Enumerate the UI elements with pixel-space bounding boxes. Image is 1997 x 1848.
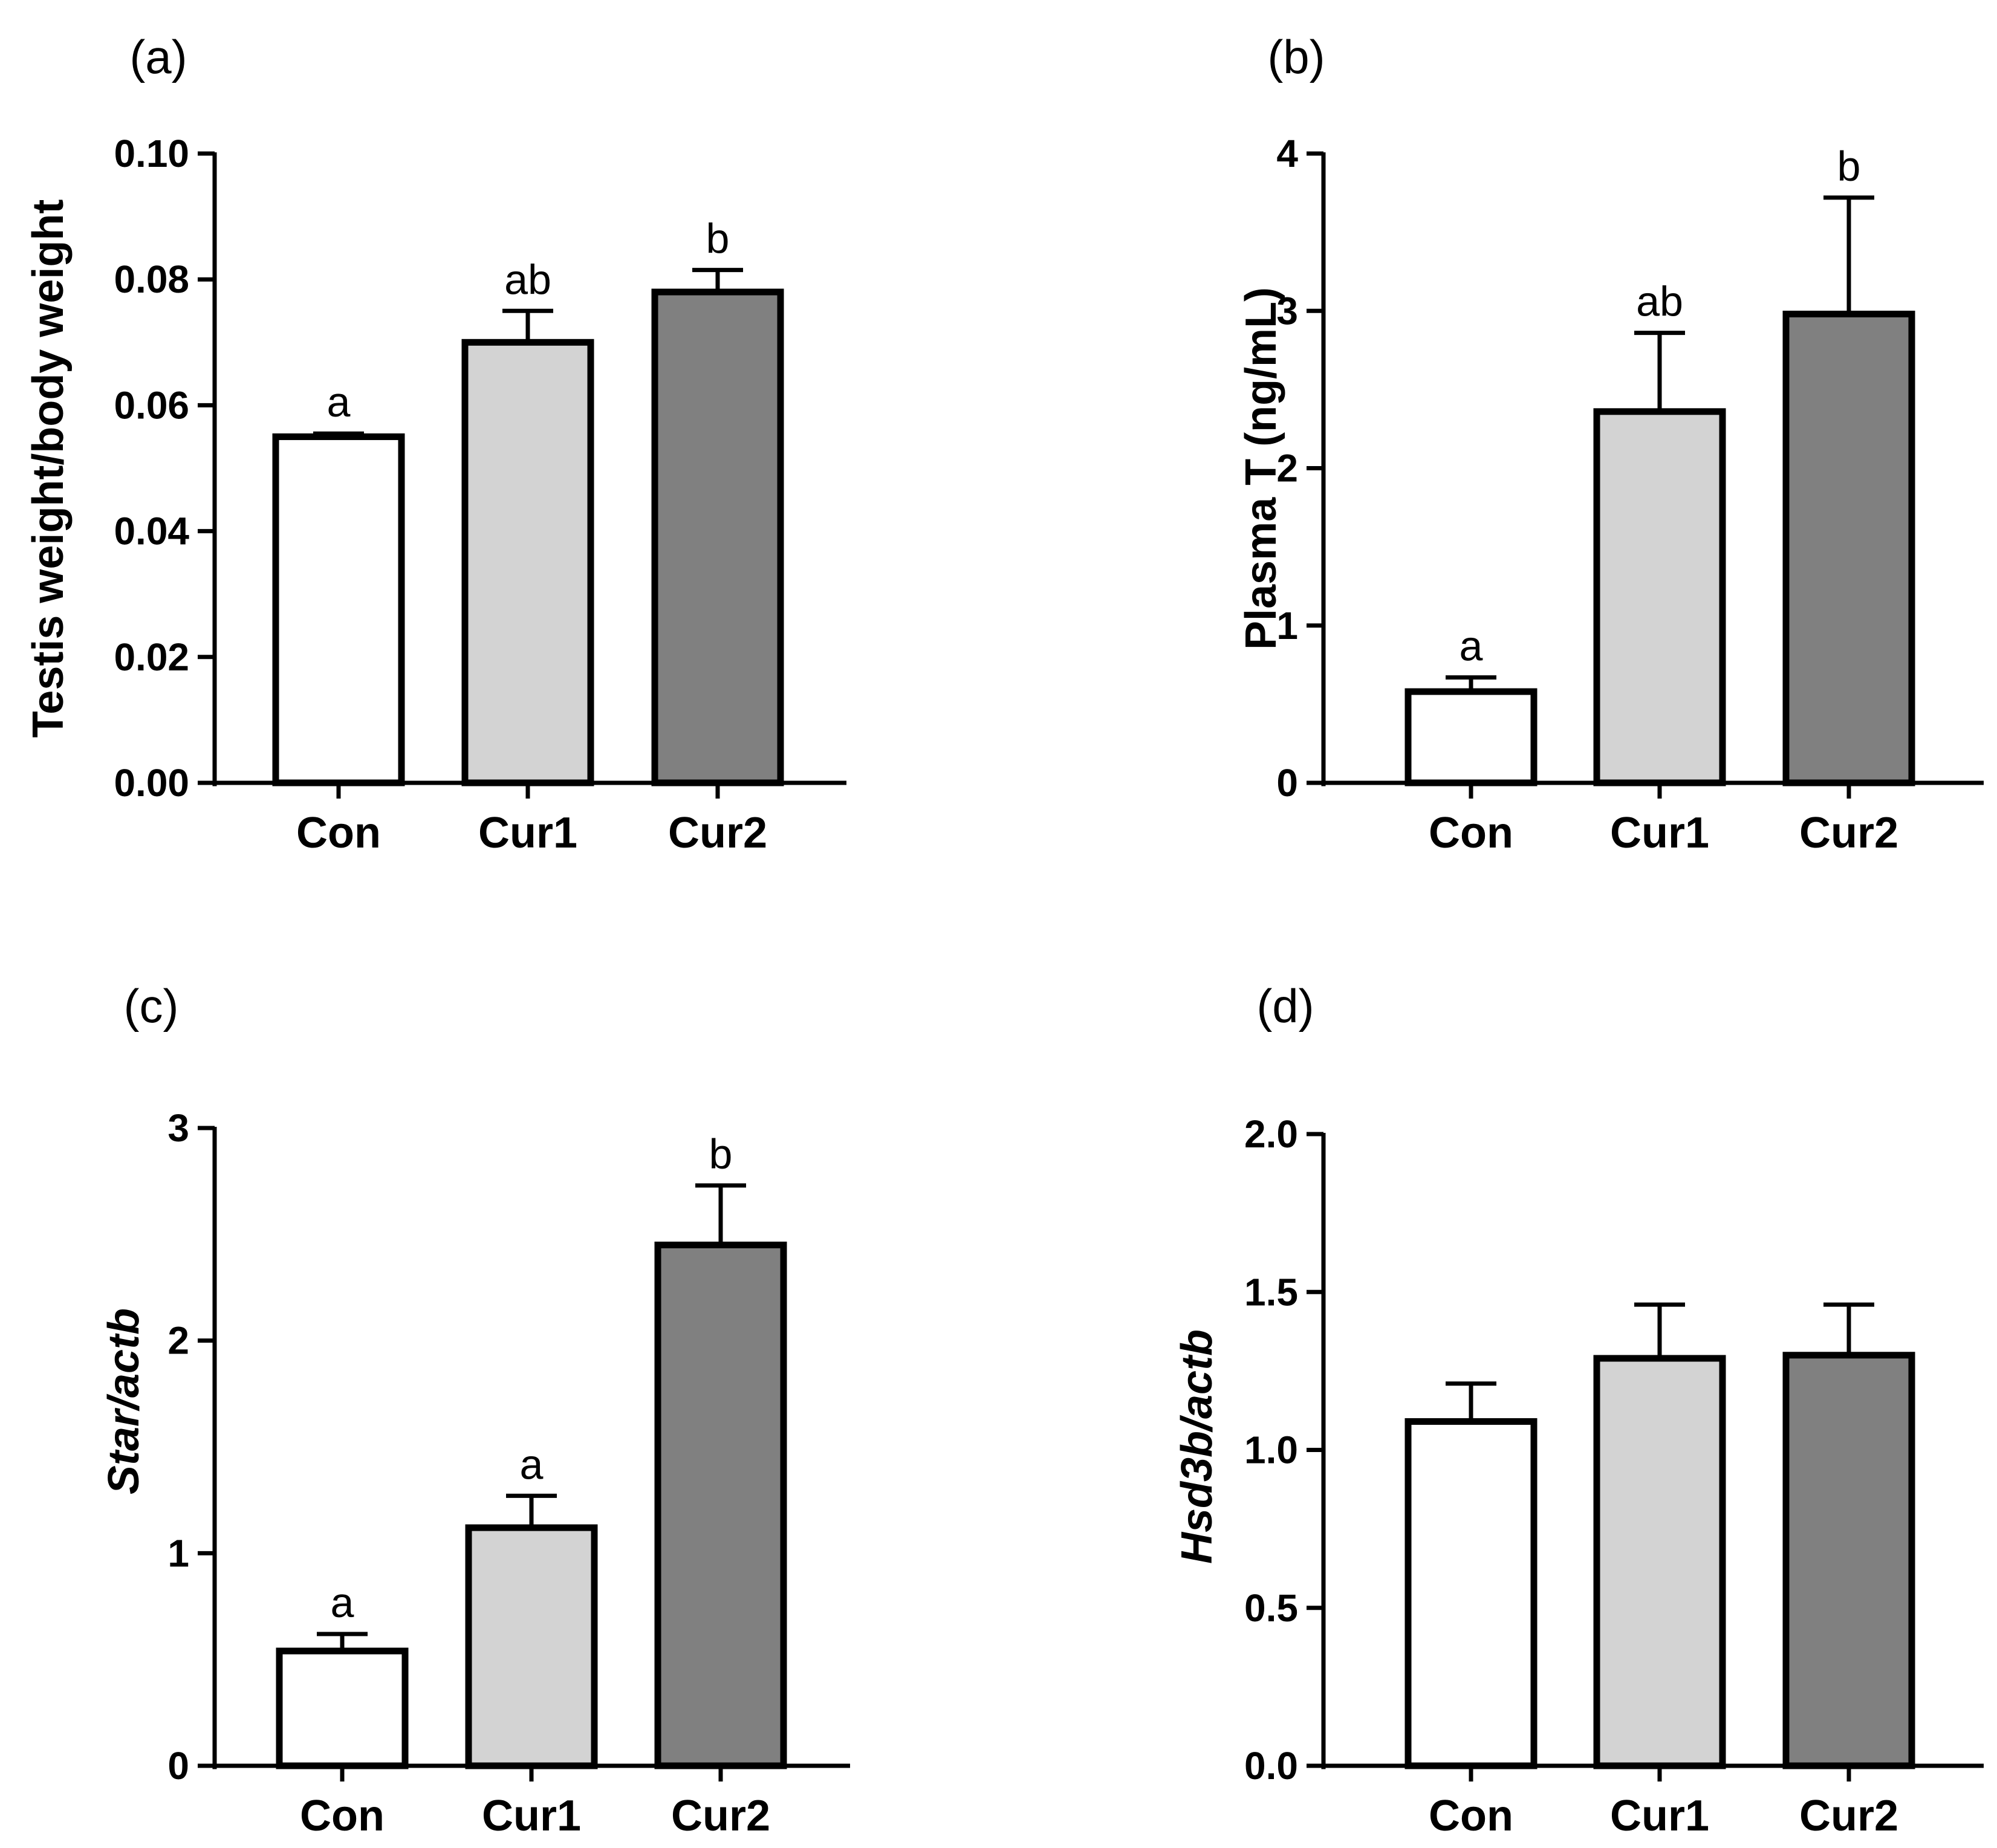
y-tick-label: 0.0 xyxy=(1244,1744,1298,1788)
bar-con xyxy=(272,433,405,786)
panel-label: (a) xyxy=(129,30,187,83)
significance-label: ab xyxy=(504,256,551,303)
panel-label: (b) xyxy=(1267,30,1325,83)
x-tick-label: Cur1 xyxy=(1610,809,1709,857)
y-axis-label: Hsd3b/actb xyxy=(1173,1329,1221,1564)
y-tick-label: 1.0 xyxy=(1244,1428,1298,1472)
bar-con xyxy=(1404,1418,1538,1769)
bar-cur2 xyxy=(654,1241,787,1769)
bar-con xyxy=(1404,688,1538,786)
panel-label: (c) xyxy=(124,979,179,1033)
y-tick-label: 0 xyxy=(1276,761,1298,805)
x-tick-label: Con xyxy=(1429,1792,1513,1840)
significance-label: ab xyxy=(1636,278,1683,325)
significance-label: b xyxy=(706,215,730,262)
bar-con xyxy=(276,1647,409,1769)
y-axis-label: Plasma T (ng/mL) xyxy=(1237,287,1285,650)
y-tick-label: 0.5 xyxy=(1244,1586,1298,1630)
panel-label: (d) xyxy=(1256,979,1314,1033)
y-tick-label: 0.02 xyxy=(114,635,189,679)
y-tick-label: 1.5 xyxy=(1244,1270,1298,1314)
chart-panel-1: (b) Plasma T (ng/mL) 0 1 2 3 4 Con a Cur1 ab Cur2 b xyxy=(1237,30,1984,857)
x-tick-label: Cur1 xyxy=(1610,1792,1709,1840)
bar-cur2 xyxy=(651,288,784,786)
x-tick-label: Con xyxy=(296,809,381,857)
significance-label: b xyxy=(1837,143,1861,190)
x-tick-label: Cur2 xyxy=(668,809,767,857)
y-tick-label: 2 xyxy=(1276,447,1298,490)
x-tick-label: Con xyxy=(1429,809,1513,857)
y-tick-label: 2.0 xyxy=(1244,1112,1298,1156)
bar-cur1 xyxy=(1593,408,1726,786)
chart-panel-2: (c) Star/actb 0 1 2 3 Con a Cur1 a Cur2 b xyxy=(100,979,850,1840)
x-tick-label: Cur1 xyxy=(482,1792,581,1840)
x-tick-label: Cur2 xyxy=(671,1792,770,1840)
chart-panel-3: (d) Hsd3b/actb 0.0 0.5 1.0 1.5 2.0 Con Cur1 Cur2 xyxy=(1173,979,1984,1840)
bar-cur2 xyxy=(1782,310,1915,786)
significance-label: a xyxy=(327,378,351,426)
y-tick-label: 0.10 xyxy=(114,132,189,175)
significance-label: a xyxy=(1460,623,1483,670)
y-tick-label: 0.06 xyxy=(114,383,189,427)
y-tick-label: 1 xyxy=(167,1531,189,1575)
x-tick-label: Cur2 xyxy=(1799,1792,1898,1840)
bar-cur1 xyxy=(461,339,594,786)
significance-label: a xyxy=(520,1441,544,1488)
y-tick-label: 1 xyxy=(1276,604,1298,647)
x-tick-label: Con xyxy=(300,1792,385,1840)
y-axis-label: Star/actb xyxy=(100,1308,148,1494)
x-tick-label: Cur1 xyxy=(478,809,577,857)
y-axis-label: Testis weight/body weight xyxy=(24,199,73,738)
y-tick-label: 0.08 xyxy=(114,258,189,301)
y-tick-label: 2 xyxy=(167,1319,189,1363)
y-tick-label: 0.00 xyxy=(114,761,189,805)
significance-label: b xyxy=(709,1130,733,1178)
y-tick-label: 3 xyxy=(1276,289,1298,332)
bar-cur1 xyxy=(465,1524,598,1769)
bar-cur2 xyxy=(1782,1352,1915,1769)
significance-label: a xyxy=(331,1579,354,1626)
x-tick-label: Cur2 xyxy=(1799,809,1898,857)
y-tick-label: 3 xyxy=(167,1106,189,1150)
y-tick-label: 0.04 xyxy=(114,510,189,553)
y-tick-label: 4 xyxy=(1276,132,1298,175)
y-tick-label: 0 xyxy=(167,1744,189,1788)
bar-cur1 xyxy=(1593,1355,1726,1769)
chart-panel-0: (a) Testis weight/body weight 0.00 0.02 0.04… xyxy=(24,30,846,857)
